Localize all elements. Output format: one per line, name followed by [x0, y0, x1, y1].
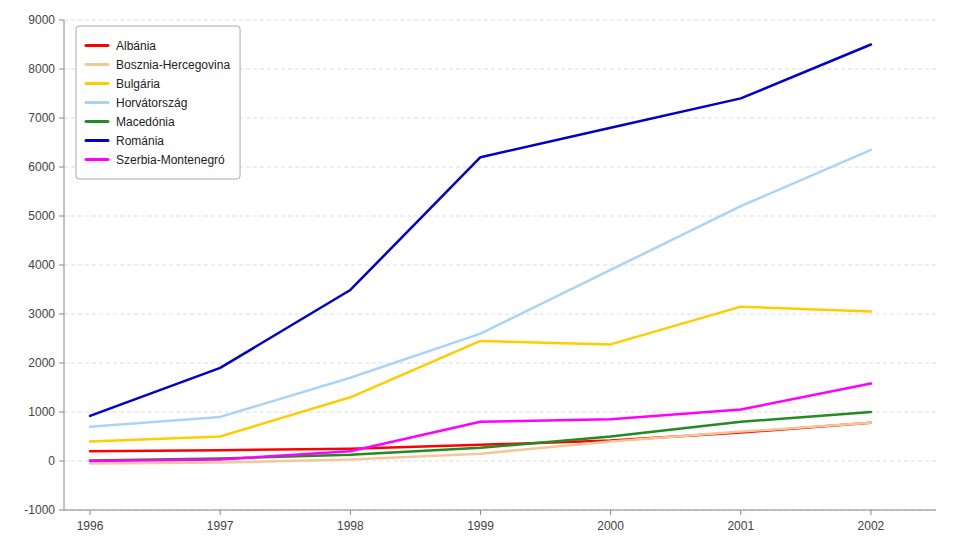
- y-tick-label: 5000: [28, 209, 55, 223]
- x-tick: [480, 510, 481, 515]
- x-tick-label: 1998: [337, 519, 364, 533]
- x-tick-label: 2002: [858, 519, 885, 533]
- x-axis: 1996 1997 1998 1999 2000 2001 2002: [77, 510, 885, 533]
- legend-label: Bosznia-Hercegovina: [116, 58, 230, 72]
- y-tick-label: -1000: [24, 503, 55, 517]
- y-tick: [59, 363, 64, 364]
- x-tick-label: 1997: [207, 519, 234, 533]
- x-tick-label: 2000: [597, 519, 624, 533]
- y-tick-label: 0: [48, 454, 55, 468]
- legend: Albánia Bosznia-Hercegovina Bulgária Horvát…: [76, 26, 240, 179]
- y-tick-label: 6000: [28, 160, 55, 174]
- chart-container: 1996 1997 1998 1999 2000 2001 2002 -1000 0 1000 20…: [0, 0, 960, 550]
- legend-frame: [76, 26, 240, 179]
- y-tick: [59, 265, 64, 266]
- grid-line: [64, 510, 936, 511]
- legend-label: Albánia: [116, 39, 156, 53]
- legend-swatch: [86, 44, 108, 47]
- legend-swatch: [86, 139, 108, 142]
- y-tick-label: 2000: [28, 356, 55, 370]
- y-tick: [59, 510, 64, 511]
- chart-svg: 1996 1997 1998 1999 2000 2001 2002 -1000 0 1000 20…: [0, 0, 960, 550]
- series-line: [90, 384, 871, 461]
- legend-swatch: [86, 63, 108, 66]
- y-tick-label: 8000: [28, 62, 55, 76]
- legend-swatch: [86, 101, 108, 104]
- x-tick: [90, 510, 91, 515]
- x-tick-label: 2001: [727, 519, 754, 533]
- series-line: [90, 412, 871, 461]
- y-tick: [59, 69, 64, 70]
- grid-line: [64, 363, 936, 364]
- y-tick: [59, 412, 64, 413]
- x-tick: [740, 510, 741, 515]
- legend-label: Macedónia: [116, 115, 175, 129]
- x-axis-line: [64, 510, 936, 511]
- series-line: [90, 150, 871, 427]
- grid-line: [64, 412, 936, 413]
- x-tick: [610, 510, 611, 515]
- y-tick: [59, 118, 64, 119]
- legend-label: Bulgária: [116, 77, 160, 91]
- legend-swatch: [86, 158, 108, 161]
- grid-line: [64, 314, 936, 315]
- grid-line: [64, 216, 936, 217]
- x-tick: [870, 510, 871, 515]
- y-tick-label: 1000: [28, 405, 55, 419]
- x-tick: [350, 510, 351, 515]
- grid-line: [64, 20, 936, 21]
- y-axis: -1000 0 1000 2000 3000 4000 5000 6000 7000 8000 90…: [24, 13, 64, 517]
- legend-label: Románia: [116, 134, 164, 148]
- legend-label: Horvátország: [116, 96, 187, 110]
- y-tick-label: 9000: [28, 13, 55, 27]
- y-tick: [59, 461, 64, 462]
- y-tick: [59, 167, 64, 168]
- legend-swatch: [86, 120, 108, 123]
- grid: [64, 20, 936, 510]
- y-tick: [59, 20, 64, 21]
- y-tick-label: 3000: [28, 307, 55, 321]
- y-tick: [59, 314, 64, 315]
- grid-line: [64, 265, 936, 266]
- series-line: [90, 423, 871, 464]
- x-tick-label: 1999: [467, 519, 494, 533]
- x-tick: [220, 510, 221, 515]
- y-tick: [59, 216, 64, 217]
- legend-label: Szerbia-Montenegró: [116, 153, 225, 167]
- y-tick-label: 4000: [28, 258, 55, 272]
- legend-swatch: [86, 82, 108, 85]
- y-tick-label: 7000: [28, 111, 55, 125]
- x-tick-label: 1996: [77, 519, 104, 533]
